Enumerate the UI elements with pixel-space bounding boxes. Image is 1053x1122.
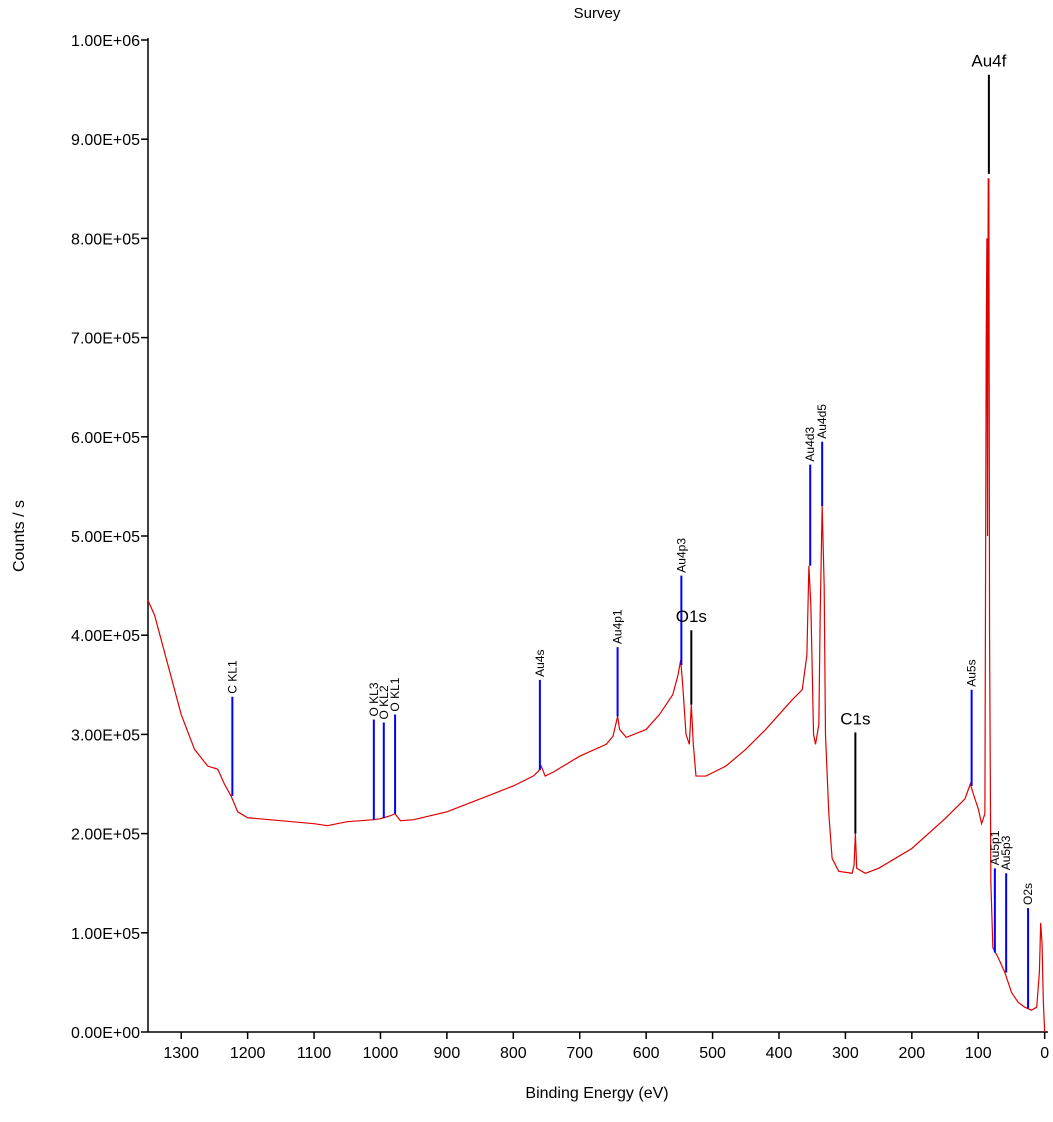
peak-label: Au4p1 bbox=[611, 609, 625, 644]
y-tick-label: 2.00E+05 bbox=[71, 827, 140, 844]
y-tick-label: 6.00E+05 bbox=[71, 430, 140, 447]
peak-label: Au4s bbox=[533, 649, 547, 676]
x-tick-label: 1300 bbox=[163, 1045, 199, 1062]
y-tick-label: 3.00E+05 bbox=[71, 727, 140, 744]
peak-label: O KL2 bbox=[377, 685, 391, 719]
x-tick-label: 400 bbox=[766, 1045, 793, 1062]
x-tick-label: 900 bbox=[434, 1045, 461, 1062]
peak-label: O2s bbox=[1021, 883, 1035, 905]
chart-title: Survey bbox=[574, 5, 621, 22]
x-tick-label: 1000 bbox=[363, 1045, 399, 1062]
peak-label: Au4d5 bbox=[815, 404, 829, 439]
peak-label: Au5p1 bbox=[988, 830, 1002, 865]
x-tick-label: 1100 bbox=[297, 1045, 332, 1062]
peak-label: Au4d3 bbox=[803, 427, 817, 462]
peak-label: Au5p3 bbox=[999, 835, 1013, 870]
x-tick-label: 1200 bbox=[230, 1045, 266, 1062]
y-tick-label: 8.00E+05 bbox=[71, 231, 140, 248]
y-tick-label: 7.00E+05 bbox=[71, 331, 140, 348]
y-tick-label: 0.00E+00 bbox=[71, 1025, 140, 1042]
peak-label: Au5s bbox=[965, 659, 979, 686]
x-tick-label: 600 bbox=[633, 1045, 660, 1062]
y-tick-label: 5.00E+05 bbox=[71, 529, 140, 546]
x-tick-label: 500 bbox=[699, 1045, 726, 1062]
y-tick-label: 1.00E+05 bbox=[71, 926, 140, 943]
spectrum-line bbox=[147, 178, 1046, 1033]
peak-label: C1s bbox=[840, 709, 870, 728]
peak-label: O KL1 bbox=[388, 677, 402, 711]
x-tick-label: 200 bbox=[898, 1045, 925, 1062]
x-tick-label: 0 bbox=[1040, 1045, 1049, 1062]
x-axis-label: Binding Energy (eV) bbox=[525, 1085, 668, 1102]
y-axis-label: Counts / s bbox=[11, 500, 28, 572]
peak-label: O1s bbox=[676, 607, 707, 626]
x-tick-label: 800 bbox=[500, 1045, 527, 1062]
peak-label: O KL3 bbox=[367, 682, 381, 716]
y-tick-label: 1.00E+06 bbox=[71, 33, 140, 50]
peak-label: Au4f bbox=[971, 52, 1006, 71]
x-tick-label: 300 bbox=[832, 1045, 859, 1062]
peak-label: Au4p3 bbox=[674, 538, 688, 573]
x-tick-label: 700 bbox=[566, 1045, 593, 1062]
y-tick-label: 9.00E+05 bbox=[71, 132, 140, 149]
y-tick-label: 4.00E+05 bbox=[71, 628, 140, 645]
peak-label: C KL1 bbox=[225, 660, 239, 694]
x-tick-label: 100 bbox=[965, 1045, 992, 1062]
